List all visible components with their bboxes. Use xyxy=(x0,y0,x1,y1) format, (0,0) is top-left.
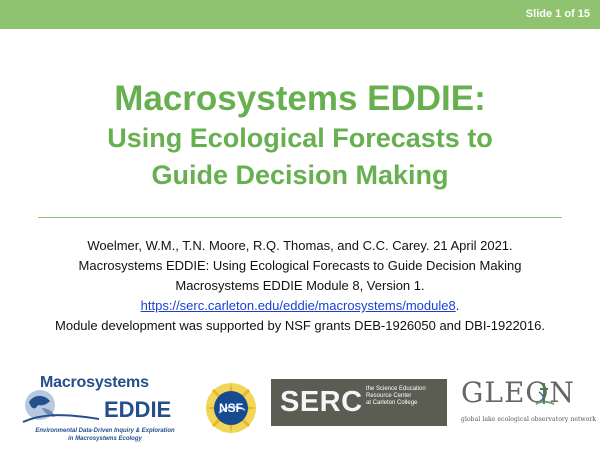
funding-note: Module development was supported by NSF … xyxy=(55,318,545,333)
link-period: . xyxy=(455,298,460,313)
slide-title: Macrosystems EDDIE: xyxy=(114,79,486,118)
citation-block: Woelmer, W.M., T.N. Moore, R.Q. Thomas, … xyxy=(18,236,582,336)
logo-row: Macrosystems EDDIE Environmental Data-Dr… xyxy=(0,366,600,450)
citation-line-3: Macrosystems EDDIE Module 8, Version 1. xyxy=(175,278,425,293)
module-link[interactable]: https://serc.carleton.edu/eddie/macrosys… xyxy=(140,298,456,313)
serc-description-line-2: Resource Center xyxy=(366,393,412,399)
gleon-logo: GLEON global lake ecological observatory… xyxy=(461,376,597,436)
serc-description-line-1: the Science Education xyxy=(366,386,426,392)
citation-link-line: https://serc.carleton.edu/eddie/macrosys… xyxy=(18,296,582,316)
eddie-graphic-icon xyxy=(22,390,100,423)
citation-line-2: Macrosystems EDDIE: Using Ecological For… xyxy=(78,258,522,273)
nsf-seal-icon: NSF xyxy=(206,383,256,433)
eddie-caption-line-2: in Macrosystems Ecology xyxy=(68,436,142,442)
serc-description: the Science Education Resource Center at… xyxy=(366,386,441,407)
top-bar: Slide 1 of 15 xyxy=(0,0,600,29)
nsf-label: NSF xyxy=(219,401,243,415)
slide-subtitle-line-1: Using Ecological Forecasts to xyxy=(107,123,493,153)
serc-mark: SERC xyxy=(280,386,363,418)
slide-title-block: Macrosystems EDDIE: Using Ecological For… xyxy=(20,78,580,194)
gleon-wordmark: GLEON xyxy=(461,376,575,409)
macrosystems-eddie-logo: Macrosystems EDDIE Environmental Data-Dr… xyxy=(16,374,194,446)
slide-subtitle-line-2: Guide Decision Making xyxy=(151,160,449,190)
eddie-logo-line-2: EDDIE xyxy=(104,397,172,422)
eddie-logo-caption: Environmental Data-Driven Inquiry & Expl… xyxy=(16,427,194,443)
gleon-caption: global lake ecological observatory netwo… xyxy=(461,416,597,423)
eddie-logo-line-1: Macrosystems xyxy=(40,374,149,391)
eddie-caption-line-1: Environmental Data-Driven Inquiry & Expl… xyxy=(35,428,175,434)
serc-description-line-3: at Carleton College xyxy=(366,400,418,406)
title-divider xyxy=(38,217,562,218)
citation-line-1: Woelmer, W.M., T.N. Moore, R.Q. Thomas, … xyxy=(87,238,513,253)
serc-logo: SERC the Science Education Resource Cent… xyxy=(271,379,447,426)
lake-observatory-icon xyxy=(535,383,555,405)
slide-counter: Slide 1 of 15 xyxy=(525,8,590,20)
